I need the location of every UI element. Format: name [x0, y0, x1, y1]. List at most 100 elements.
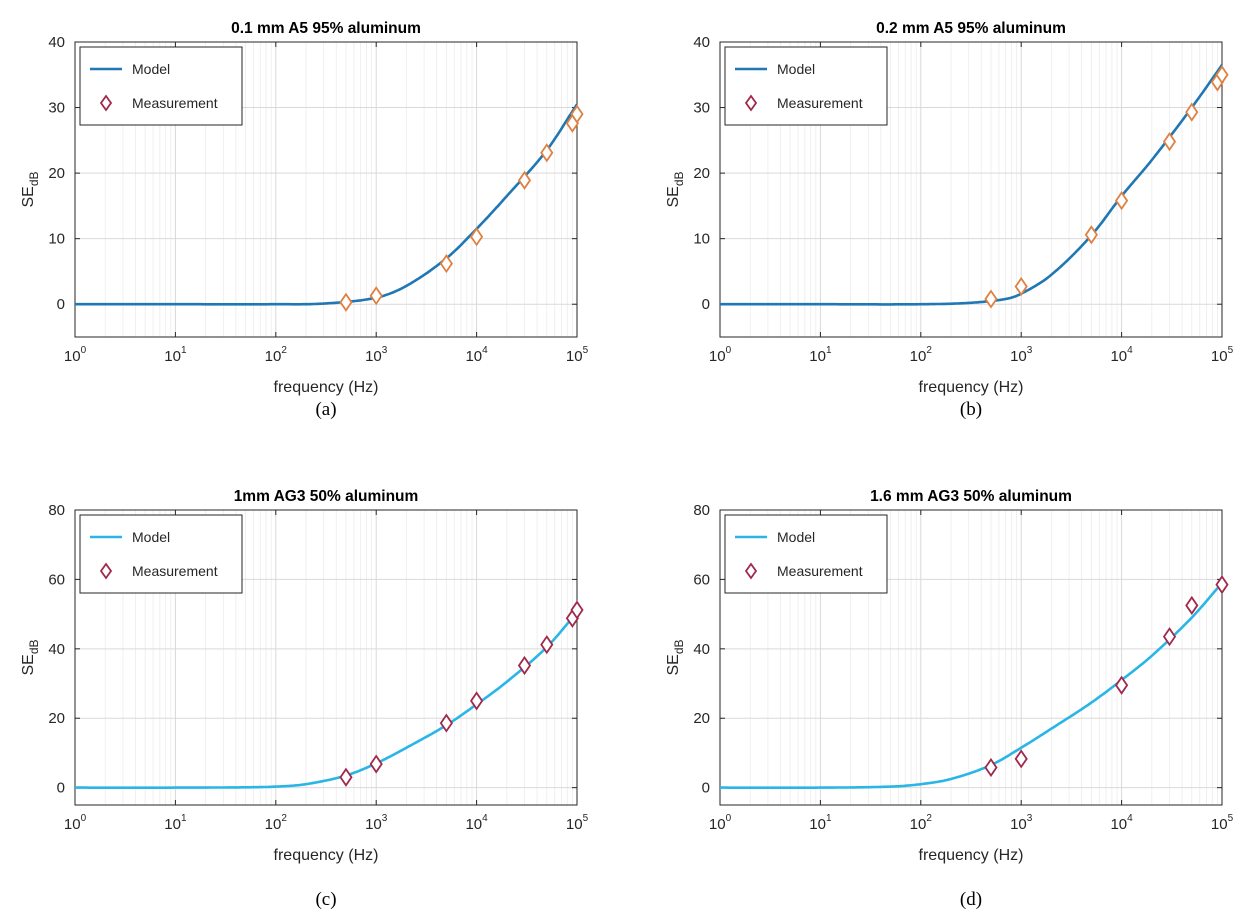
data-point-marker	[1084, 225, 1098, 245]
legend-label: Measurement	[777, 563, 863, 579]
y-tick-label: 20	[693, 165, 710, 182]
y-tick-label: 20	[693, 710, 710, 727]
y-axis-label: SEdB	[665, 171, 686, 207]
x-tick-label: 100	[64, 345, 87, 365]
data-point-marker	[1115, 191, 1129, 211]
legend-marker-swatch	[99, 562, 113, 580]
x-tick-label: 105	[566, 345, 589, 365]
data-point-marker	[1014, 749, 1028, 769]
data-point-marker	[369, 286, 383, 306]
data-point-marker	[1115, 675, 1129, 695]
y-tick-label: 40	[48, 34, 65, 51]
legend: Model Measurement	[724, 514, 888, 594]
series-line-model	[720, 582, 1222, 790]
data-point-marker	[984, 757, 998, 778]
data-point-marker	[540, 143, 554, 163]
y-tick-label: 10	[48, 231, 65, 248]
x-tick-label: 101	[809, 813, 832, 833]
x-tick-label: 103	[365, 345, 388, 365]
y-tick-label: 0	[57, 780, 65, 797]
data-point-marker	[517, 655, 532, 676]
y-axis-label: SEdB	[20, 639, 41, 675]
x-tick-label: 104	[1110, 345, 1133, 365]
y-tick-label: 30	[48, 100, 65, 117]
chart-panel-2: 100 101 102 103 104 105 0 20 40 60 80 Model Measurem…	[20, 488, 589, 910]
y-tick-label: 80	[48, 502, 65, 519]
chart-panel-3: 100 101 102 103 104 105 0 20 40 60 80 Model Measurem…	[665, 488, 1234, 910]
x-tick-label: 103	[1010, 345, 1033, 365]
data-point-marker	[1162, 627, 1177, 647]
y-tick-label: 80	[693, 502, 710, 519]
legend-label: Measurement	[132, 95, 218, 111]
panel-caption: (b)	[960, 399, 982, 420]
axes-box	[719, 509, 1223, 806]
data-point-marker	[517, 170, 532, 190]
x-tick-label: 104	[465, 813, 488, 833]
x-tick-label: 102	[265, 345, 288, 365]
panel-caption: (c)	[315, 889, 336, 910]
grid	[719, 41, 1223, 337]
y-tick-label: 60	[693, 571, 710, 588]
data-point-marker	[540, 635, 554, 655]
x-tick-label: 104	[465, 345, 488, 365]
x-axis-label: frequency (Hz)	[274, 379, 379, 396]
x-tick-label: 105	[1211, 345, 1234, 365]
x-axis-label: frequency (Hz)	[919, 379, 1024, 396]
x-tick-label: 104	[1110, 813, 1133, 833]
legend-box	[724, 46, 888, 126]
data-point-marker	[369, 754, 383, 774]
data-point-marker	[1215, 575, 1229, 595]
x-tick-label: 100	[709, 813, 732, 833]
x-tick-label: 105	[1211, 813, 1234, 833]
data-point-marker	[339, 767, 353, 787]
y-tick-label: 20	[48, 710, 65, 727]
legend-marker-swatch	[744, 562, 758, 580]
legend: Model Measurement	[79, 514, 243, 594]
legend: Model Measurement	[724, 46, 888, 126]
x-tick-label: 101	[164, 345, 187, 365]
x-tick-label: 105	[566, 813, 589, 833]
data-point-marker	[1215, 65, 1229, 85]
legend-label: Model	[132, 529, 170, 545]
x-tick-label: 101	[809, 345, 832, 365]
data-point-marker	[439, 713, 453, 733]
data-point-marker	[984, 289, 998, 309]
legend-label: Measurement	[132, 563, 218, 579]
x-axis-label: frequency (Hz)	[919, 847, 1024, 864]
y-tick-label: 60	[48, 571, 65, 588]
y-tick-label: 40	[693, 641, 710, 658]
y-tick-label: 0	[57, 296, 65, 313]
axes-box	[74, 509, 578, 806]
data-point-marker	[1185, 102, 1199, 122]
chart-title: 1.6 mm AG3 50% aluminum	[870, 488, 1072, 505]
panel-caption: (a)	[315, 399, 336, 420]
x-tick-label: 102	[910, 345, 933, 365]
y-axis-label: SEdB	[20, 171, 41, 207]
legend-box	[724, 514, 888, 594]
data-point-marker	[1014, 276, 1028, 297]
series-line-model	[720, 64, 1222, 306]
y-tick-label: 30	[693, 100, 710, 117]
y-tick-label: 40	[48, 641, 65, 658]
data-point-marker	[439, 253, 453, 274]
legend-label: Measurement	[777, 95, 863, 111]
chart-panel-1: 100 101 102 103 104 105 0 10 20 30 40 Model Measurem…	[665, 20, 1234, 420]
y-tick-label: 40	[693, 34, 710, 51]
panel-caption: (d)	[960, 889, 982, 910]
data-point-marker	[570, 600, 584, 620]
data-point-marker	[1162, 132, 1177, 152]
chart-title: 0.1 mm A5 95% aluminum	[231, 20, 421, 37]
data-point-marker	[470, 691, 484, 711]
y-tick-label: 0	[702, 296, 710, 313]
legend-marker-swatch	[744, 94, 758, 112]
chart-title: 1mm AG3 50% aluminum	[234, 488, 419, 505]
x-tick-label: 100	[64, 813, 87, 833]
y-tick-label: 0	[702, 780, 710, 797]
axes-box	[74, 41, 578, 338]
data-point-marker	[339, 292, 353, 312]
axes-box	[719, 41, 1223, 338]
legend-label: Model	[777, 61, 815, 77]
x-tick-label: 101	[164, 813, 187, 833]
data-point-marker	[470, 227, 484, 247]
legend-box	[79, 46, 243, 126]
